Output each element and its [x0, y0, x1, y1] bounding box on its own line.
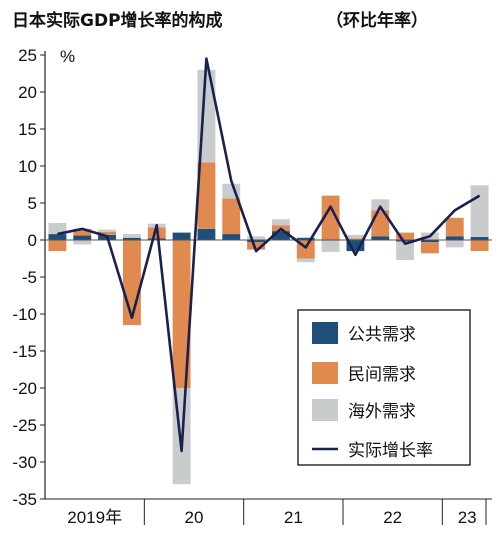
y-tick-label: 25 [18, 46, 37, 65]
bar-segment [296, 258, 315, 263]
bar-segment [98, 231, 117, 235]
y-tick-label: -15 [12, 342, 37, 361]
legend-label: 民间需求 [348, 365, 416, 385]
bar-segment [122, 237, 141, 240]
y-tick-label: -30 [12, 453, 37, 472]
bar-segment [321, 195, 340, 240]
bar-segment [470, 240, 489, 252]
y-tick-label: 5 [28, 194, 37, 213]
bar-segment [197, 228, 216, 240]
bar-segment [470, 185, 489, 238]
bar-segment [122, 240, 141, 326]
bar-segment [247, 236, 266, 240]
bar-segment [222, 234, 241, 240]
legend-label: 实际增长率 [348, 441, 433, 461]
bar-segment [271, 219, 290, 226]
bar-segment [247, 240, 266, 243]
bar-segment [73, 235, 92, 240]
bar-segment [48, 222, 67, 235]
y-tick-label: 0 [28, 231, 37, 250]
bar-segment [371, 236, 390, 240]
bar-segment [470, 237, 489, 240]
y-tick-label: -20 [12, 379, 37, 398]
y-tick-label: 15 [18, 120, 37, 139]
y-unit-label: % [60, 47, 75, 66]
bar-segment [445, 236, 464, 240]
bar-segment [48, 240, 67, 252]
x-axis-label: 22 [383, 508, 402, 527]
bar-segment [346, 238, 365, 240]
y-tick-label: 10 [18, 157, 37, 176]
bar-segment [98, 229, 117, 232]
bar-segment [346, 240, 365, 252]
bar-segment [122, 234, 141, 238]
bar-segment [445, 217, 464, 237]
bar-segment [197, 162, 216, 229]
x-axis-label: 20 [185, 508, 204, 527]
bar-segment [321, 240, 340, 252]
legend-label: 公共需求 [348, 325, 416, 345]
bar-segment [420, 242, 439, 254]
legend-swatch [312, 322, 338, 344]
x-axis-label: 21 [284, 508, 303, 527]
bar-segment [222, 198, 241, 235]
bar-segment [396, 232, 415, 240]
x-axis-label: 23 [458, 508, 477, 527]
bar-segment [271, 231, 290, 240]
bar-segment [396, 240, 415, 242]
bar-segment [420, 240, 439, 243]
growth-rate-line [57, 57, 481, 453]
y-tick-label: 20 [18, 83, 37, 102]
legend-label: 海外需求 [348, 402, 416, 422]
bar-segment [172, 232, 191, 240]
bar-segment [445, 240, 464, 248]
bar-segment [247, 242, 266, 250]
bar-segment [371, 199, 390, 211]
y-tick-label: -10 [12, 305, 37, 324]
bar-segment [147, 238, 166, 240]
bar-segment [346, 234, 365, 239]
legend-swatch [312, 399, 338, 421]
chart-title: 日本实际GDP增长率的构成 [12, 10, 223, 31]
legend-swatch [312, 362, 338, 384]
bar-segment [73, 228, 92, 236]
chart-subtitle: （环比年率） [326, 10, 428, 31]
x-axis-label: 2019年 [67, 508, 122, 527]
bar-segment [73, 240, 92, 245]
y-tick-label: -5 [22, 268, 37, 287]
bar-segment [396, 241, 415, 260]
bar-segment [172, 240, 191, 388]
bar-segment [296, 237, 315, 240]
y-tick-label: -25 [12, 416, 37, 435]
y-tick-label: -35 [12, 490, 37, 509]
bar-segment [48, 234, 67, 240]
